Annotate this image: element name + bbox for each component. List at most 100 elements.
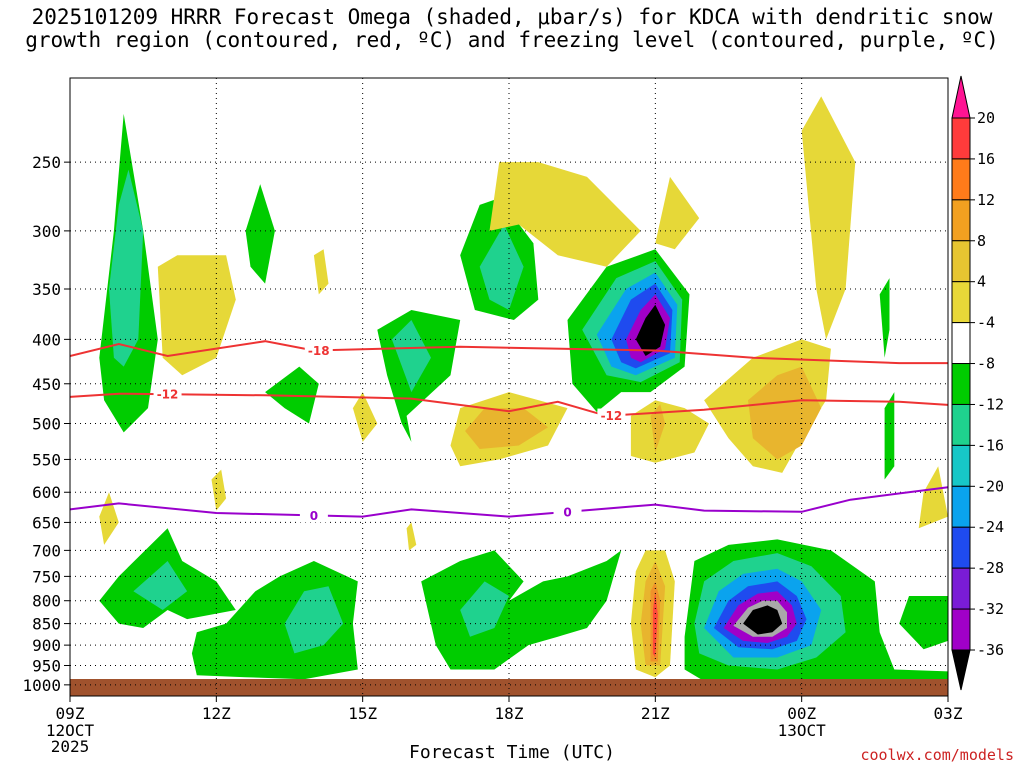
omega-region-12 xyxy=(655,176,700,250)
contour-labels: 0 0 -18 -12 -12 xyxy=(153,343,626,523)
omega-region-11 xyxy=(489,162,641,267)
y-tick-label-900: 900 xyxy=(32,636,61,655)
y-tick-label-600: 600 xyxy=(32,483,61,502)
omega-region-21 xyxy=(630,400,709,463)
omega-region-30 xyxy=(211,469,227,511)
y-tick-label-550: 550 xyxy=(32,450,61,469)
colorbar-top-arrow xyxy=(951,75,971,119)
y-tick-label-400: 400 xyxy=(32,330,61,349)
colorbar-label-0: 20 xyxy=(977,109,995,127)
omega-region-14 xyxy=(465,408,548,449)
omega-region-24 xyxy=(748,366,822,460)
colorbar-swatch-10 xyxy=(951,526,971,569)
colorbar-swatch-8 xyxy=(951,444,971,487)
omega-shading xyxy=(99,96,948,682)
temperature-contours xyxy=(70,340,948,518)
x-tick-label-1: 12Z xyxy=(202,704,231,723)
colorbar-swatch-12 xyxy=(951,608,971,651)
y-tick-label-250: 250 xyxy=(32,153,61,172)
colorbar-label-6: -8 xyxy=(977,355,995,373)
credit-text: coolwx.com/models xyxy=(860,746,1014,764)
colorbar-swatch-9 xyxy=(951,485,971,528)
dendritic-contour-18 xyxy=(70,340,948,365)
omega-region-7 xyxy=(391,320,431,393)
colorbar-swatch-1 xyxy=(951,158,971,201)
omega-region-25 xyxy=(801,96,856,340)
omega-region-37 xyxy=(460,581,509,637)
y-tick-label-450: 450 xyxy=(32,375,61,394)
colorbar-swatch-3 xyxy=(951,240,971,283)
x-tick-sublabel-0-1: 2025 xyxy=(51,737,90,756)
title-line-2: growth region (contoured, red, ºC) and f… xyxy=(25,28,999,52)
x-tick-label-5: 00Z xyxy=(787,704,816,723)
colorbar-label-11: -28 xyxy=(977,559,1004,577)
colorbar-swatch-0 xyxy=(951,117,971,160)
omega-region-1 xyxy=(109,169,144,367)
x-tick-label-4: 21Z xyxy=(641,704,670,723)
omega-region-22 xyxy=(650,404,666,453)
y-tick-label-350: 350 xyxy=(32,280,61,299)
colorbar-label-10: -24 xyxy=(977,518,1004,536)
freezing-level-contour-label-1: 0 xyxy=(563,505,571,519)
y-tick-label-850: 850 xyxy=(32,615,61,634)
freezing-level-contour-label-0: 0 xyxy=(310,509,318,523)
dendritic-contour-12-label-bg-1 xyxy=(597,408,626,423)
title-line-1: 2025101209 HRRR Forecast Omega (shaded, … xyxy=(31,5,993,29)
omega-region-35 xyxy=(284,586,344,654)
omega-region-3 xyxy=(245,184,275,284)
colorbar-swatch-7 xyxy=(951,403,971,446)
colorbar-label-12: -32 xyxy=(977,600,1004,618)
y-tick-label-700: 700 xyxy=(32,541,61,560)
freezing-level-contour-label-bg-0 xyxy=(299,508,328,523)
y-tick-label-950: 950 xyxy=(32,657,61,676)
colorbar-label-1: 16 xyxy=(977,150,995,168)
colorbar-bottom-arrow xyxy=(951,649,971,691)
omega-region-48 xyxy=(743,605,783,635)
dendritic-contour-18-label-0: -18 xyxy=(308,344,330,358)
x-tick-label-2: 15Z xyxy=(348,704,377,723)
colorbar-label-5: -4 xyxy=(977,314,995,332)
dendritic-contour-12-label-bg-0 xyxy=(153,387,182,402)
omega-region-41 xyxy=(652,591,658,658)
y-tick-label-1000: 1000 xyxy=(22,676,61,695)
colorbar-label-7: -12 xyxy=(977,395,1004,413)
colorbar-swatch-5 xyxy=(951,322,971,365)
y-tick-label-300: 300 xyxy=(32,222,61,241)
omega-region-27 xyxy=(884,392,895,480)
colorbar-swatch-6 xyxy=(951,363,971,405)
colorbar-label-8: -16 xyxy=(977,436,1004,454)
colorbar-label-3: 8 xyxy=(977,232,986,250)
dendritic-contour-12 xyxy=(70,392,948,417)
y-tick-label-500: 500 xyxy=(32,414,61,433)
omega-region-8 xyxy=(352,392,378,442)
omega-region-20 xyxy=(635,304,666,356)
freezing-level-contour-label-bg-1 xyxy=(553,504,582,519)
x-tick-sublabel-0-0: 12OCT xyxy=(46,721,95,740)
omega-region-33 xyxy=(133,561,188,610)
colorbar-label-9: -20 xyxy=(977,477,1004,495)
dendritic-contour-12-label-0: -12 xyxy=(157,388,179,402)
y-axis: 250 300 350 400 450 500 550 600 650 700 750 800 850 9… xyxy=(22,153,70,695)
x-tick-sublabel-5-0: 13OCT xyxy=(778,721,827,740)
dendritic-contour-12-label-1: -12 xyxy=(601,409,623,423)
omega-region-36 xyxy=(421,550,622,670)
omega-region-4 xyxy=(313,249,329,295)
x-tick-label-6: 03Z xyxy=(934,704,963,723)
colorbar-label-4: 4 xyxy=(977,273,986,291)
omega-region-31 xyxy=(406,522,417,551)
colorbar-swatch-2 xyxy=(951,199,971,242)
freezing-level-contour xyxy=(70,486,948,518)
y-tick-label-750: 750 xyxy=(32,567,61,586)
chart-title: 2025101209 HRRR Forecast Omega (shaded, … xyxy=(0,6,1024,52)
colorbar-swatch-11 xyxy=(951,567,971,610)
colorbar-label-2: 12 xyxy=(977,191,995,209)
omega-region-28 xyxy=(918,466,948,529)
colorbar-label-13: -36 xyxy=(977,641,1004,659)
omega-region-26 xyxy=(879,278,890,358)
y-tick-label-650: 650 xyxy=(32,513,61,532)
x-tick-label-3: 18Z xyxy=(495,704,524,723)
x-axis-label: Forecast Time (UTC) xyxy=(409,742,615,763)
omega-region-2 xyxy=(157,255,236,376)
